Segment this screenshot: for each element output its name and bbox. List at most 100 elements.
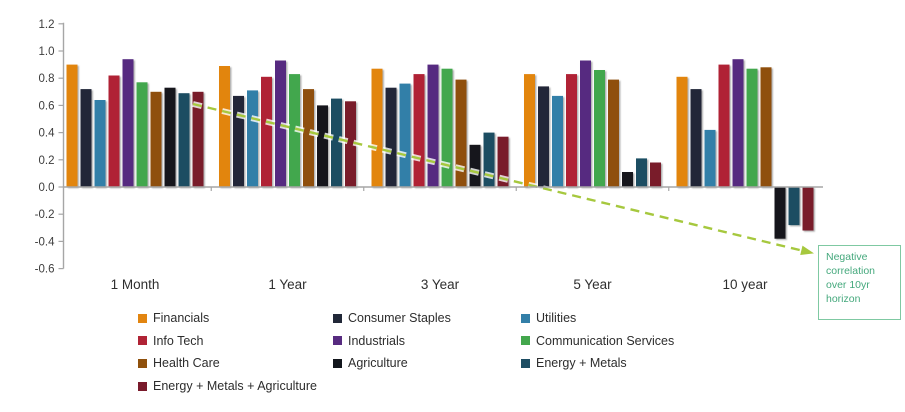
legend-item-health-care: Health Care (138, 352, 317, 375)
bar-energy-metals-agriculture-10-year (802, 187, 814, 231)
bar-industrials-1-month (122, 59, 134, 188)
bar-energy-metals-agriculture-3-year (497, 136, 509, 187)
bar-consumer-staples-3-year (385, 87, 397, 187)
bar-info-tech-1-month (108, 75, 120, 187)
bar-energy-metals-5-year (636, 158, 647, 187)
legend-label: Health Care (153, 356, 220, 371)
bar-communication-services-10-year (746, 68, 758, 187)
bar-industrials-10-year (732, 59, 744, 188)
bar-financials-5-year (524, 74, 535, 187)
legend-label: Energy + Metals (536, 356, 627, 371)
bar-utilities-3-year (399, 83, 411, 187)
x-axis: 1 Month 1 Year 3 Year 5 Year 10 year (63, 186, 823, 292)
legend-item-communication-services: Communication Services (521, 330, 674, 353)
bar-agriculture-10-year (774, 187, 786, 239)
legend-label: Communication Services (536, 333, 675, 348)
x-category-label-3-year: 3 Year (421, 277, 460, 292)
y-tick-label: 0.4 (39, 128, 56, 140)
legend-swatch-icon (333, 313, 342, 323)
legend-label: Info Tech (153, 333, 204, 348)
bar-info-tech-3-year (413, 74, 425, 187)
bar-info-tech-5-year (566, 74, 577, 187)
bar-utilities-5-year (552, 95, 563, 187)
legend-swatch-icon (521, 313, 530, 323)
bar-financials-3-year (371, 68, 383, 187)
bar-health-care-1-year (303, 89, 314, 187)
legend-column-3: Utilities Communication Services Energy + … (521, 307, 674, 375)
bar-energy-metals-10-year (788, 187, 800, 226)
bar-health-care-10-year (760, 67, 772, 187)
y-tick-label: 0.6 (39, 100, 55, 112)
bar-agriculture-1-month (164, 87, 176, 187)
trend-arrow (192, 101, 814, 256)
legend-label: Energy + Metals + Agriculture (153, 379, 317, 394)
y-tick-label: 0.0 (39, 182, 55, 194)
legend-label: Financials (153, 311, 210, 326)
bar-agriculture-3-year (469, 144, 481, 187)
legend-label: Agriculture (348, 356, 408, 371)
annotation-text: Negative correlation over 10yr horizon (826, 251, 876, 305)
bar-financials-10-year (676, 76, 688, 187)
bar-info-tech-10-year (718, 64, 730, 187)
bar-info-tech-1-year (261, 76, 272, 187)
bar-energy-metals-agriculture-1-year (345, 101, 356, 187)
bar-consumer-staples-1-month (80, 89, 92, 187)
bar-utilities-1-month (94, 100, 106, 187)
legend-label: Industrials (348, 333, 405, 348)
legend-item-financials: Financials (138, 307, 317, 330)
bar-energy-metals-1-year (331, 98, 342, 187)
y-tick-label: -0.2 (35, 209, 55, 221)
y-tick-label: -0.6 (35, 264, 55, 276)
bar-financials-1-year (219, 66, 230, 187)
bars-group (66, 59, 814, 239)
legend-swatch-icon (333, 358, 342, 368)
legend-item-utilities: Utilities (521, 307, 674, 330)
y-tick-label: 1.0 (39, 46, 55, 58)
y-tick-label: 0.2 (39, 155, 55, 167)
bar-utilities-10-year (704, 129, 716, 187)
x-category-label-10-year: 10 year (722, 277, 768, 292)
legend-swatch-icon (521, 336, 530, 346)
legend-column-2: Consumer Staples Industrials Agriculture (333, 307, 451, 375)
bar-energy-metals-3-year (483, 132, 495, 187)
bar-energy-metals-agriculture-1-month (192, 91, 204, 187)
bar-consumer-staples-5-year (538, 86, 549, 187)
x-category-label-5-year: 5 Year (573, 277, 612, 292)
bar-communication-services-1-year (289, 74, 300, 187)
legend-swatch-icon (521, 358, 530, 368)
legend-item-energy-metals-agriculture: Energy + Metals + Agriculture (138, 375, 317, 398)
bar-industrials-5-year (580, 60, 591, 187)
bar-health-care-5-year (608, 79, 619, 187)
bar-communication-services-1-month (136, 82, 148, 187)
bar-energy-metals-1-month (178, 93, 190, 187)
legend-label: Consumer Staples (348, 311, 451, 326)
y-axis: 1.2 1.0 0.8 0.6 0.4 0.2 0.0 -0.2 -0.4 -0.6 (35, 19, 65, 276)
legend-item-agriculture: Agriculture (333, 352, 451, 375)
bar-communication-services-3-year (441, 68, 453, 187)
bar-health-care-1-month (150, 91, 162, 187)
x-category-label-1-month: 1 Month (111, 277, 160, 292)
bar-financials-1-month (66, 64, 78, 187)
bar-energy-metals-agriculture-5-year (650, 162, 661, 187)
legend-label: Utilities (536, 311, 577, 326)
x-category-label-1-year: 1 Year (268, 277, 307, 292)
bar-health-care-3-year (455, 79, 467, 187)
bar-communication-services-5-year (594, 70, 605, 187)
legend-item-industrials: Industrials (333, 330, 451, 353)
annotation-box: Negative correlation over 10yr horizon (818, 245, 901, 320)
legend-swatch-icon (138, 358, 147, 368)
y-tick-label: 0.8 (39, 73, 55, 85)
bar-industrials-1-year (275, 60, 286, 187)
bar-agriculture-5-year (622, 172, 633, 187)
legend-item-consumer-staples: Consumer Staples (333, 307, 451, 330)
bar-consumer-staples-10-year (690, 89, 702, 187)
legend-swatch-icon (138, 313, 147, 323)
legend-column-1: Financials Info Tech Health Care Energy + M… (138, 307, 317, 397)
bar-utilities-1-year (247, 90, 258, 187)
legend-swatch-icon (333, 336, 342, 346)
legend-swatch-icon (138, 336, 147, 346)
bar-consumer-staples-1-year (233, 95, 244, 187)
y-tick-label: 1.2 (39, 19, 55, 31)
